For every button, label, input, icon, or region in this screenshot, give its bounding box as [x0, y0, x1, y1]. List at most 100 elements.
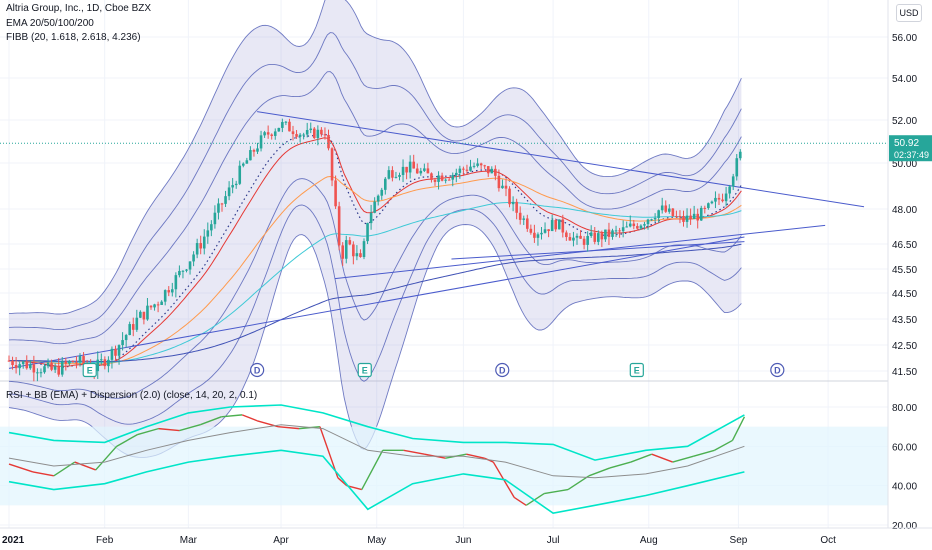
candle-body: [302, 134, 305, 136]
price-tick-label: 52.00: [892, 116, 917, 127]
candle-body: [366, 223, 369, 242]
candle-body: [142, 311, 146, 320]
candle-body: [586, 235, 589, 245]
candle-body: [494, 168, 497, 176]
candle-body: [486, 166, 490, 174]
candle-body: [678, 215, 682, 217]
candle-body: [327, 134, 330, 149]
rsi-line-segment: [74, 461, 96, 471]
candle-body: [14, 365, 18, 369]
candle-body: [43, 366, 46, 373]
candle-body: [217, 203, 220, 213]
rsi-line-segment: [466, 453, 485, 459]
candle-body: [440, 175, 444, 181]
candle-body: [174, 275, 178, 290]
candle-body: [462, 168, 465, 170]
candle-body: [653, 217, 657, 220]
candle-body: [252, 150, 256, 152]
event-marker[interactable]: E: [629, 362, 644, 378]
candle-body: [21, 361, 25, 365]
candle-body: [572, 237, 575, 241]
event-label: D: [774, 366, 781, 376]
candle-body: [46, 362, 50, 367]
candle-body: [384, 178, 387, 190]
candle-body: [426, 168, 430, 174]
candle-body: [114, 348, 117, 356]
candle-body: [110, 348, 114, 360]
rsi-line-segment: [544, 488, 569, 495]
price-tick-label: 50.00: [892, 159, 917, 170]
candle-body: [643, 224, 646, 226]
candle-body: [352, 244, 355, 257]
rsi-line-segment: [95, 445, 118, 471]
candle-body: [135, 317, 139, 330]
time-tick-label: Apr: [273, 535, 289, 546]
candle-body: [401, 166, 405, 176]
candle-body: [341, 245, 344, 259]
candle-body: [277, 127, 281, 132]
event-marker[interactable]: D: [495, 362, 510, 378]
candle-body: [210, 224, 213, 231]
candle-body: [589, 232, 593, 236]
rsi-line-segment: [651, 453, 673, 463]
currency-button[interactable]: USD: [896, 4, 922, 22]
candle-body: [107, 359, 110, 367]
candle-body: [29, 364, 32, 369]
candle-body: [71, 361, 75, 363]
candle-body: [536, 234, 540, 238]
candle-body: [234, 183, 238, 186]
candle-body: [202, 236, 206, 249]
candle-body: [717, 197, 721, 200]
price-tick-label: 48.00: [892, 205, 917, 216]
candle-body: [543, 229, 547, 233]
rsi-line-segment: [567, 475, 590, 491]
candle-body: [124, 335, 128, 341]
candle-body: [490, 168, 494, 174]
candle-body: [117, 345, 121, 356]
candle-body: [195, 243, 199, 255]
candle-body: [671, 208, 675, 216]
candle-body: [387, 170, 391, 179]
ema200-line: [9, 243, 742, 362]
rsi-tick-label: 60.00: [892, 442, 917, 453]
candle-body: [284, 121, 288, 123]
candle-body: [263, 132, 266, 136]
candle-body: [131, 324, 135, 330]
ema100-line: [9, 202, 742, 364]
candle-body: [408, 161, 412, 173]
candle-body: [696, 213, 699, 221]
event-marker[interactable]: D: [250, 362, 265, 378]
candle-body: [604, 229, 607, 240]
candle-body: [291, 131, 295, 135]
rsi-line-segment: [513, 496, 527, 506]
event-marker[interactable]: E: [82, 362, 97, 378]
candle-body: [305, 130, 309, 135]
time-tick-label: Aug: [640, 535, 658, 546]
candle-body: [295, 134, 298, 137]
rsi-lower-line: [8, 449, 745, 515]
candle-body: [309, 128, 313, 131]
candle-body: [600, 233, 604, 240]
rsi-line-segment: [158, 427, 180, 432]
candle-body: [685, 215, 689, 222]
candle-body: [224, 196, 227, 204]
rsi-upper-line: [8, 404, 745, 461]
event-marker[interactable]: E: [357, 362, 372, 378]
candle-body: [259, 135, 263, 149]
candle-body: [628, 223, 632, 227]
rsi-line-segment: [200, 416, 222, 426]
dividend-icon: [250, 362, 265, 378]
candle-body: [561, 219, 565, 233]
candle-body: [703, 207, 707, 209]
rsi-line-segment: [179, 424, 201, 432]
candle-body: [199, 243, 202, 249]
rsi-tick-label: 80.00: [892, 403, 917, 414]
time-tick-label: Oct: [820, 535, 836, 546]
event-marker[interactable]: D: [770, 362, 785, 378]
rsi-range-fill: [0, 426, 888, 506]
candle-body: [518, 212, 522, 220]
price-tick-label: 44.50: [892, 289, 917, 300]
candle-body: [227, 187, 231, 197]
